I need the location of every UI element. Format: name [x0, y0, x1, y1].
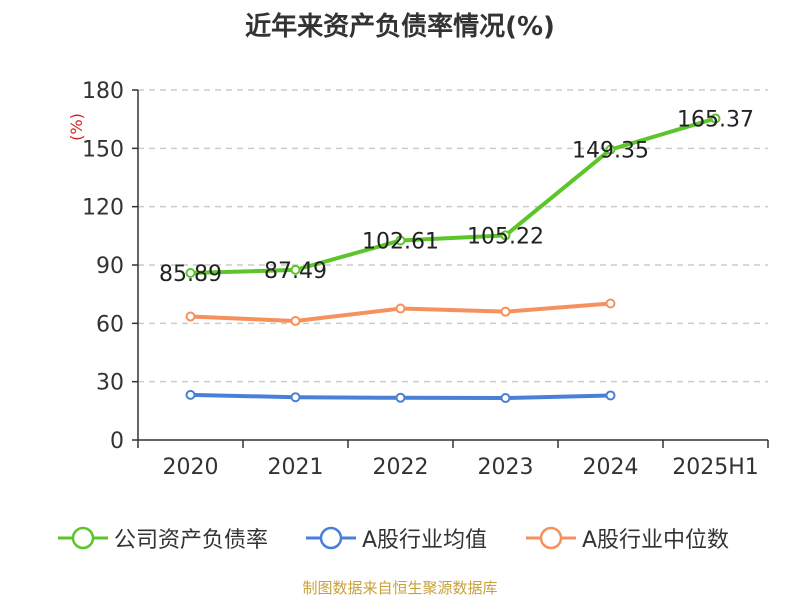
- data-point: [605, 298, 616, 309]
- x-tick-label: 2022: [373, 455, 429, 480]
- legend-item[interactable]: 公司资产负债率: [58, 518, 268, 558]
- data-point: [290, 264, 301, 275]
- legend-marker-circle: [71, 526, 95, 550]
- axis-layer: 0 30 60 90 120 150 180 2020 2021 2022 2023 2024 2025…: [82, 79, 769, 480]
- data-label-layer: 85.89 87.49 102.61 105.22 149.35 165.37: [159, 107, 754, 287]
- y-tick-label: 0: [110, 429, 124, 454]
- legend-marker-icon: [526, 526, 576, 550]
- data-point: [290, 316, 301, 326]
- data-label: 149.35: [572, 139, 649, 164]
- x-tick-label: 2021: [268, 455, 324, 480]
- data-point: [185, 311, 196, 322]
- data-point: [710, 113, 721, 124]
- legend-item[interactable]: A股行业中位数: [526, 518, 729, 558]
- legend-marker-icon: [306, 526, 356, 550]
- data-point: [395, 303, 406, 314]
- data-point: [185, 389, 196, 400]
- data-label: 165.37: [677, 107, 754, 132]
- data-label: 102.61: [362, 229, 439, 254]
- grid-layer: [138, 89, 768, 383]
- y-tick-label: 90: [96, 254, 124, 279]
- source-note: 制图数据来自恒生聚源数据库: [302, 579, 498, 597]
- data-point: [185, 267, 196, 278]
- legend-marker-circle: [539, 526, 563, 550]
- x-tick-label: 2025H1: [672, 455, 759, 480]
- legend-label: A股行业均值: [362, 528, 488, 553]
- legend-marker-icon: [58, 526, 108, 550]
- data-point: [395, 235, 406, 246]
- data-label: 87.49: [264, 259, 327, 284]
- y-tick-label: 180: [82, 79, 124, 104]
- legend-item[interactable]: A股行业均值: [306, 518, 487, 558]
- y-tick-label: 30: [96, 371, 124, 396]
- data-point: [500, 230, 511, 241]
- series-layer: [185, 113, 721, 403]
- x-tick-label: 2023: [478, 455, 534, 480]
- data-label: 105.22: [467, 224, 544, 249]
- chart-title: 近年来资产负债率情况(%): [245, 12, 555, 42]
- data-point: [500, 306, 511, 317]
- legend-label: A股行业中位数: [582, 528, 730, 553]
- data-point: [605, 390, 616, 401]
- data-point: [290, 392, 301, 403]
- data-point: [500, 393, 511, 403]
- y-axis-label: (%): [67, 113, 86, 141]
- legend-marker-circle: [319, 526, 343, 550]
- y-tick-label: 60: [96, 312, 124, 337]
- data-label: 85.89: [159, 262, 222, 287]
- x-tick-label: 2024: [583, 455, 639, 480]
- data-point: [605, 144, 616, 155]
- series-line: [188, 116, 718, 275]
- x-tick-label: 2020: [163, 455, 219, 480]
- y-tick-label: 120: [82, 196, 124, 221]
- y-tick-label: 150: [82, 137, 124, 162]
- data-point: [395, 392, 406, 403]
- legend: 公司资产负债率 A股行业均值 A股行业中位数: [0, 518, 800, 558]
- legend-label: 公司资产负债率: [114, 528, 269, 553]
